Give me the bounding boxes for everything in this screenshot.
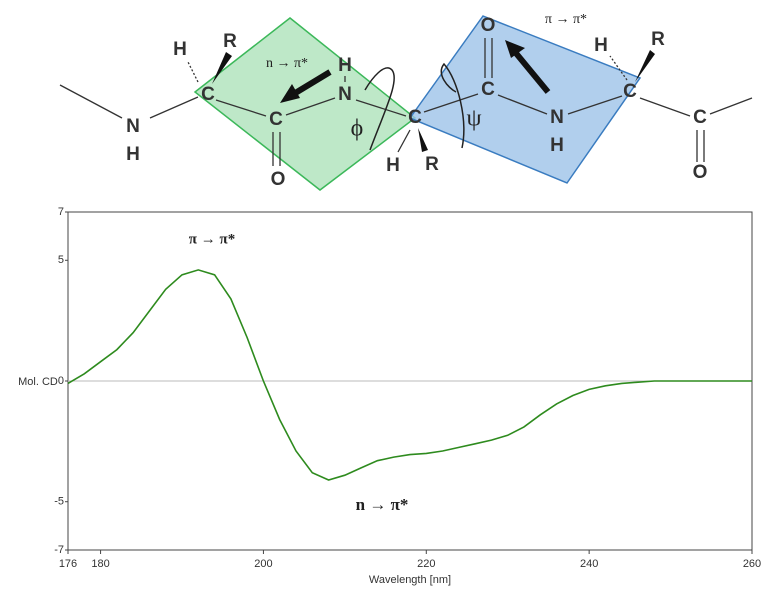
atom-label: H [338, 55, 352, 76]
atom-label: H [126, 144, 140, 165]
atom-label: C [269, 109, 283, 130]
x-tick-label: 180 [91, 558, 109, 570]
y-tick-label: -5 [54, 496, 64, 508]
x-axis-label: Wavelength [nm] [369, 574, 451, 586]
diagram-annotation: π → π* [545, 12, 587, 27]
y-tick-label: 0 [58, 375, 64, 387]
diagram-annotation: ϕ [351, 116, 364, 142]
atom-label: C [481, 79, 495, 100]
atom-label: C [623, 81, 637, 102]
atom-label: N [550, 107, 564, 128]
y-tick-label: 7 [58, 206, 64, 218]
atom-label: R [425, 154, 439, 175]
diagram-annotation: n → π* [266, 56, 308, 71]
bonds [59, 38, 753, 166]
atom-label: H [386, 155, 400, 176]
arrowhead [280, 84, 300, 103]
atom-label: N [126, 116, 140, 137]
x-tick-label: 176 [59, 558, 77, 570]
atom-label: R [651, 29, 665, 50]
wedge [635, 50, 655, 82]
arrowhead [505, 40, 525, 58]
atom-label: O [271, 169, 286, 190]
y-tick-label: -7 [54, 544, 64, 556]
y-tick-label: 5 [58, 254, 64, 266]
wedge [212, 52, 232, 84]
atom-label: C [693, 107, 707, 128]
dipole-arrows [290, 50, 551, 98]
diagram-annotation: ψ [466, 106, 481, 132]
peptide-diagram [59, 15, 753, 191]
data-line [67, 269, 752, 481]
atom-label: C [408, 107, 422, 128]
atom-label: H [173, 39, 187, 60]
x-tick-label: 200 [254, 558, 272, 570]
annotation: π → π* [189, 231, 235, 247]
annotation: n → π* [356, 495, 409, 514]
x-tick-label: 220 [417, 558, 435, 570]
wedge [418, 128, 428, 152]
x-tick-label: 240 [580, 558, 598, 570]
atom-label: R [223, 31, 237, 52]
x-tick-label: 260 [743, 558, 761, 570]
atom-label: H [594, 35, 608, 56]
atom-label: H [550, 135, 564, 156]
rotation-arrows [364, 62, 465, 151]
atom-label: O [693, 162, 708, 183]
atom-label: O [481, 15, 496, 36]
atom-label: N [338, 84, 352, 105]
blue-plane [408, 15, 642, 184]
y-axis-label: Mol. CD [18, 376, 58, 388]
atom-label: C [201, 84, 215, 105]
